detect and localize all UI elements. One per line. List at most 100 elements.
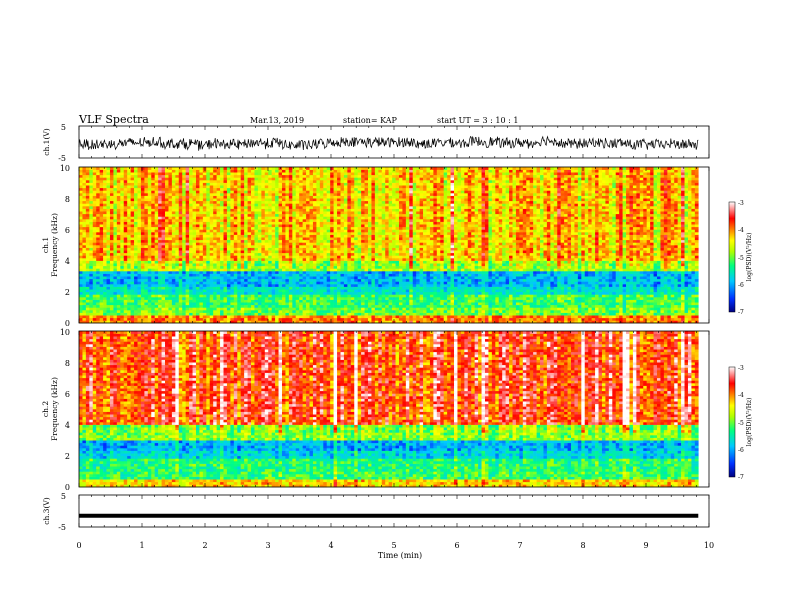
ch1-spectrogram-cell	[540, 284, 544, 287]
ch1-spectrogram-cell	[426, 265, 431, 269]
ch1-spectrogram-cell	[478, 302, 482, 306]
ch1-spectrogram-cell	[85, 265, 90, 269]
ch1-spectrogram-cell	[591, 320, 596, 324]
ch1-spectrogram-cell	[681, 302, 685, 306]
ch1-spectrogram-cell	[213, 302, 217, 306]
ch1-spectrogram-cell	[677, 284, 682, 287]
ch1-spectrogram-cell	[206, 294, 211, 298]
ch1-spectrogram-cell	[175, 271, 180, 274]
ch1-spectrogram-cell	[116, 260, 121, 264]
ch1-spectrogram-cell	[519, 263, 524, 267]
ch1-spectrogram-cell	[364, 265, 369, 269]
ch1-spectrogram-cell	[567, 281, 572, 285]
ch1-spectrogram-cell	[312, 263, 317, 267]
ch1-spectrogram-cell	[85, 302, 90, 306]
ch1-spectrogram-cell	[474, 281, 479, 285]
ch1-spectrogram-cell	[302, 271, 307, 274]
ch1-spectrogram-cell	[650, 278, 654, 282]
ch1-spectrogram-cell	[608, 294, 613, 298]
ch1-spectrogram-cell	[615, 312, 620, 316]
ch1-spectrogram-cell	[213, 299, 217, 303]
ch1-spectrogram-cell	[515, 310, 520, 313]
ch1-spectrogram-cell	[103, 252, 107, 256]
ch1-spectrogram-cell	[247, 320, 252, 324]
ch1-spectrogram-cell	[381, 278, 386, 282]
ch1-spectrogram-cell	[409, 268, 414, 272]
ch1-spectrogram-cell	[588, 268, 592, 272]
ch1-spectrogram-cell	[299, 278, 303, 282]
ch1-spectrogram-cell	[636, 317, 641, 321]
ch1-spectrogram-cell	[543, 263, 548, 267]
ch1-spectrogram-cell	[292, 260, 297, 264]
ch1-spectrogram-cell	[626, 265, 630, 269]
ch1-spectrogram-cell	[106, 268, 111, 272]
ch1-spectrogram-cell	[595, 297, 599, 300]
ch1-spectrogram-cell	[268, 281, 272, 285]
ch1-spectrogram-cell	[130, 273, 135, 277]
ch1-spectrogram-cell	[443, 263, 448, 267]
ch1-spectrogram-cell	[302, 312, 307, 316]
ch1-spectrogram-cell	[405, 302, 410, 306]
ch1-spectrogram-cell	[278, 291, 283, 295]
ch1-spectrogram-cell	[529, 297, 534, 300]
ch1-spectrogram-cell	[127, 276, 131, 280]
ch1-spectrogram-cell	[244, 255, 248, 259]
ch1-spectrogram-cell	[364, 258, 369, 261]
ch1-spectrogram-cell	[330, 317, 334, 321]
ch1-spectrogram-cell	[223, 284, 228, 287]
ch1-spectrogram-cell	[409, 294, 414, 298]
ch1-spectrogram-cell	[650, 302, 654, 306]
ch1-spectrogram-cell	[237, 291, 241, 295]
ch1-spectrogram-cell	[660, 315, 665, 319]
ch1-spectrogram-cell	[116, 268, 121, 272]
ch1-spectrogram-cell	[330, 260, 334, 264]
ch1-spectrogram-cell	[182, 268, 186, 272]
ch1-spectrogram-cell	[206, 281, 211, 285]
ch1-spectrogram-cell	[185, 258, 190, 261]
ch1-spectrogram-cell	[495, 271, 500, 274]
ch1-spectrogram-cell	[233, 276, 238, 280]
ch1-spectrogram-cell	[536, 286, 541, 290]
ch1-spectrogram-cell	[127, 281, 131, 285]
ch1-spectrogram-cell	[109, 263, 114, 267]
ch1-spectrogram-cell	[464, 281, 469, 285]
ch1-spectrogram-cell	[546, 320, 551, 324]
ch1-spectrogram-cell	[429, 304, 434, 308]
ch1-spectrogram-cell	[89, 320, 94, 324]
ch1-spectrogram-cell	[667, 312, 672, 316]
ch1-spectrogram-cell	[92, 273, 97, 277]
ch1-spectrogram-cell	[306, 255, 310, 259]
ch1-spectrogram-cell	[185, 320, 190, 324]
ch1-spectrogram-cell	[330, 307, 334, 311]
ch1-spectrogram-cell	[402, 276, 407, 280]
ch1-spectrogram-cell	[529, 315, 534, 319]
ch1-spectrogram-cell	[337, 278, 341, 282]
ch1-spectrogram-cell	[137, 307, 142, 311]
ch1-spectrogram-cell	[171, 260, 176, 264]
ch1-spectrogram-cell	[691, 278, 696, 282]
ch1-spectrogram-cell	[636, 307, 641, 311]
ch1-spectrogram-cell	[151, 284, 155, 287]
ch1-spectrogram-cell	[330, 250, 334, 254]
ch1-spectrogram-cell	[402, 255, 407, 259]
ch1-spectrogram-cell	[515, 252, 520, 256]
ch1-spectrogram-cell	[591, 273, 596, 277]
ch1-spectrogram-cell	[195, 307, 200, 311]
ch1-spectrogram-cell	[398, 304, 403, 308]
ch1-spectrogram-cell	[467, 291, 472, 295]
ch1-spectrogram-cell	[591, 271, 596, 274]
ch1-spectrogram-cell	[309, 268, 314, 272]
ch1-spectrogram-cell	[161, 317, 166, 321]
ch1-spectrogram-cell	[570, 271, 575, 274]
ch1-spectrogram-cell	[657, 268, 661, 272]
ch1-spectrogram-cell	[209, 302, 214, 306]
ch1-spectrogram-cell	[657, 271, 661, 274]
ch1-spectrogram-cell	[130, 307, 135, 311]
ch1-spectrogram-cell	[667, 307, 672, 311]
ch1-spectrogram-cell	[667, 260, 672, 264]
ch1-spectrogram-cell	[533, 315, 537, 319]
ch1-spectrogram-cell	[281, 252, 286, 256]
ch1-spectrogram-cell	[512, 265, 517, 269]
ch1-spectrogram-cell	[113, 317, 118, 321]
ch1-spectrogram-cell	[137, 310, 142, 313]
